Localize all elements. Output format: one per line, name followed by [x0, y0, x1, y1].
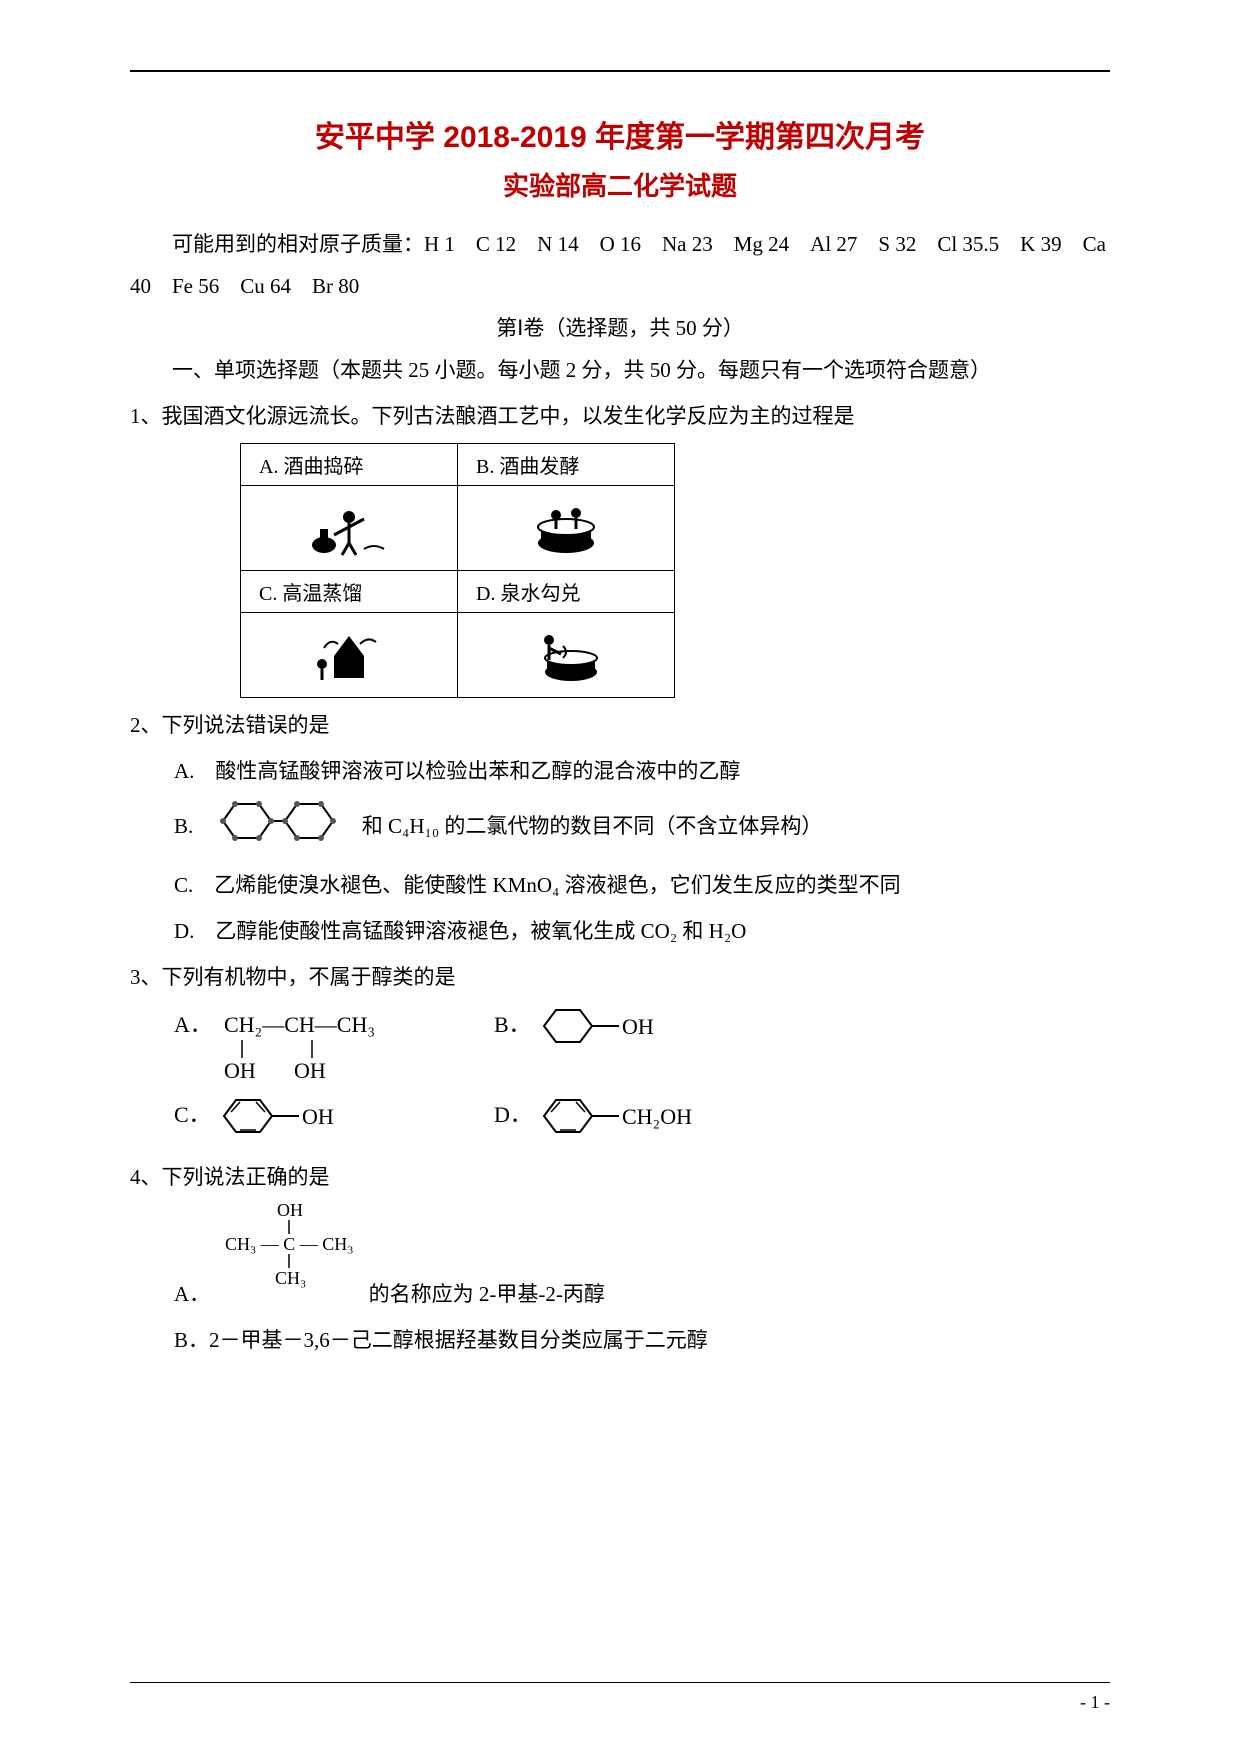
- q3-options-block: A． CH₂—CH—CH₃ OH OH B． OH C． OH D．: [174, 1002, 1110, 1152]
- ferment-icon: [521, 499, 611, 557]
- svg-text:OH: OH: [277, 1202, 303, 1220]
- svg-text:OH: OH: [302, 1104, 334, 1129]
- svg-text:CH₂—CH—CH₃: CH₂—CH—CH₃: [224, 1012, 375, 1037]
- atomic-mass-prefix: 可能用到的相对原子质量：: [172, 232, 424, 256]
- q4-a-suffix: 的名称应为 2-甲基-2-丙醇: [369, 1282, 605, 1306]
- section-1-label: 第Ⅰ卷（选择题，共 50 分）: [130, 307, 1110, 349]
- q1-opt-d-label: D. 泉水勾兑: [458, 571, 675, 613]
- bottom-rule: [130, 1682, 1110, 1683]
- q1-opt-a-image: [241, 486, 458, 571]
- svg-text:OH: OH: [294, 1058, 326, 1083]
- page-number: - 1 -: [1080, 1692, 1110, 1713]
- blend-icon: [521, 626, 611, 684]
- exam-page: 安平中学 2018-2019 年度第一学期第四次月考 实验部高二化学试题 可能用…: [0, 0, 1240, 1753]
- svg-text:OH: OH: [224, 1058, 256, 1083]
- q2-opt-d: D. 乙醇能使酸性高锰酸钾溶液褪色，被氧化生成 CO₂ 和 H₂O: [174, 910, 1110, 952]
- table-row: A. 酒曲捣碎 B. 酒曲发酵: [241, 444, 675, 486]
- q2-b-prefix: B.: [174, 814, 193, 838]
- svg-text:CH₃ — C — CH₃: CH₃ — C — CH₃: [225, 1234, 354, 1254]
- distill-icon: [304, 626, 394, 684]
- svg-text:B．: B．: [494, 1012, 531, 1037]
- exam-title: 安平中学 2018-2019 年度第一学期第四次月考: [130, 112, 1110, 156]
- q2-b-suffix: 和 C₄H₁₀ 的二氯代物的数目不同（不含立体异构）: [362, 814, 823, 838]
- q4-opt-b: B．2－甲基－3,6－己二醇根据羟基数目分类应属于二元醇: [174, 1319, 1110, 1361]
- q1-opt-c-image: [241, 613, 458, 698]
- exam-subtitle: 实验部高二化学试题: [130, 166, 1110, 203]
- q2-opt-c: C. 乙烯能使溴水褪色、能使酸性 KMnO₄ 溶液褪色，它们发生反应的类型不同: [174, 864, 1110, 906]
- svg-text:A．: A．: [174, 1012, 212, 1037]
- q3-stem: 3、下列有机物中，不属于醇类的是: [130, 956, 1110, 998]
- q3-options-svg: A． CH₂—CH—CH₃ OH OH B． OH C． OH D．: [174, 1002, 814, 1152]
- q1-opt-b-image: [458, 486, 675, 571]
- svg-text:C．: C．: [174, 1102, 211, 1127]
- svg-text:D．: D．: [494, 1102, 532, 1127]
- svg-text:CH₃: CH₃: [275, 1268, 306, 1288]
- q2-opt-b: B. 和 C₄H₁₀ 的二氯代物的数目不同（不含立体异构）: [174, 796, 1110, 860]
- svg-text:OH: OH: [622, 1014, 654, 1039]
- tert-butanol-icon: OH CH₃ — C — CH₃ CH₃: [219, 1202, 359, 1306]
- bicyclohexyl-icon: [203, 796, 353, 860]
- table-row: C. 高温蒸馏 D. 泉水勾兑: [241, 571, 675, 613]
- q1-option-table: A. 酒曲捣碎 B. 酒曲发酵: [240, 443, 675, 698]
- svg-text:CH₂OH: CH₂OH: [622, 1104, 692, 1129]
- q1-opt-d-image: [458, 613, 675, 698]
- q4-opt-a: A． OH CH₃ — C — CH₃ CH₃ 的名称应为 2-甲基-2-丙醇: [174, 1202, 1110, 1315]
- q4-stem: 4、下列说法正确的是: [130, 1156, 1110, 1198]
- q4-a-prefix: A．: [174, 1282, 210, 1306]
- table-row: [241, 486, 675, 571]
- q1-opt-b-label: B. 酒曲发酵: [458, 444, 675, 486]
- pounding-icon: [304, 499, 394, 557]
- q2-opt-a: A. 酸性高锰酸钾溶液可以检验出苯和乙醇的混合液中的乙醇: [174, 750, 1110, 792]
- mcq-instructions: 一、单项选择题（本题共 25 小题。每小题 2 分，共 50 分。每题只有一个选…: [130, 349, 1110, 391]
- q2-stem: 2、下列说法错误的是: [130, 704, 1110, 746]
- table-row: [241, 613, 675, 698]
- top-rule: [130, 70, 1110, 72]
- atomic-mass-line: 可能用到的相对原子质量：H 1 C 12 N 14 O 16 Na 23 Mg …: [130, 223, 1110, 307]
- q1-stem: 1、我国酒文化源远流长。下列古法酿酒工艺中，以发生化学反应为主的过程是: [130, 395, 1110, 437]
- q1-opt-a-label: A. 酒曲捣碎: [241, 444, 458, 486]
- q1-opt-c-label: C. 高温蒸馏: [241, 571, 458, 613]
